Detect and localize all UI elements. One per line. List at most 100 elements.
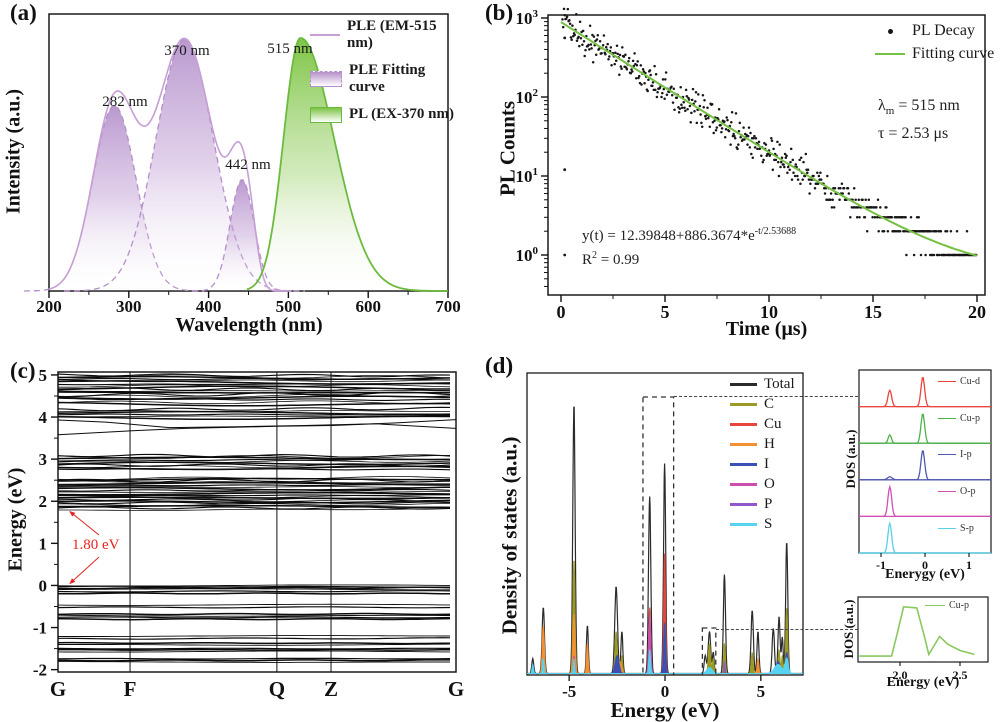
zoom-connector-top bbox=[674, 396, 858, 397]
svg-text:103: 103 bbox=[516, 8, 539, 28]
legend-label-ple: PLE (EM-515 nm) bbox=[347, 18, 437, 51]
svg-text:20: 20 bbox=[968, 302, 986, 322]
ple-fit-swatch bbox=[310, 71, 342, 87]
panel-b-pl-decay: 100 101 102 103 0 5 10 15 20 (b) PL Counts Time … bbox=[460, 0, 1000, 345]
fit-equation-main: y(t) = 12.39848+886.3674*e bbox=[582, 228, 755, 244]
svg-text:G: G bbox=[448, 677, 464, 701]
legend-item-total: Total bbox=[730, 376, 795, 393]
inset-pdos-y-axis-label: DOS (a.u.) bbox=[843, 429, 858, 489]
legend-item-pl: PL (EX-370 nm) bbox=[310, 106, 460, 123]
fit-equation: y(t) = 12.39848+886.3674*e-t/2.53688 bbox=[582, 226, 796, 245]
lambda-annotation: λm = 515 nm bbox=[878, 97, 960, 117]
r-squared-symbol: R bbox=[582, 252, 593, 268]
svg-text:G: G bbox=[50, 677, 66, 701]
panel-c-y-axis-label: Energy (eV) bbox=[4, 467, 27, 572]
legend-item-s: S bbox=[730, 516, 795, 533]
legend-item-h: H bbox=[730, 436, 795, 453]
svg-text:2.0: 2.0 bbox=[893, 668, 908, 682]
svg-text:-1: -1 bbox=[33, 619, 47, 638]
inset-legend-o-p: O-p bbox=[938, 486, 976, 497]
cu-swatch bbox=[730, 423, 757, 426]
total-swatch bbox=[730, 383, 757, 386]
inset-cup-x-axis-label: Energy (eV) bbox=[886, 675, 960, 690]
inset-pdos-x-axis-label: Enerygy (eV) bbox=[885, 567, 965, 582]
panel-b-plot-canvas: 100 101 102 103 0 5 10 15 20 bbox=[516, 7, 986, 322]
p-swatch bbox=[730, 503, 757, 506]
inset-legend-cu-p: Cu-p bbox=[938, 413, 980, 424]
inset-legend-label-o-p: O-p bbox=[960, 486, 976, 497]
inset-cup-y-axis-label: DOS (a.u.) bbox=[841, 599, 856, 659]
panel-a-plot-canvas: 200 300 400 500 600 700 bbox=[23, 13, 461, 316]
svg-text:1: 1 bbox=[39, 534, 48, 553]
peak-label-370nm: 370 nm bbox=[164, 43, 210, 59]
legend-item-ple: PLE (EM-515 nm) bbox=[310, 18, 460, 52]
svg-text:101: 101 bbox=[516, 166, 539, 186]
tau-annotation: τ = 2.53 μs bbox=[878, 125, 949, 142]
svg-text:Q: Q bbox=[269, 677, 285, 701]
inset-legend-s-p: S-p bbox=[938, 523, 974, 534]
cu-p-swatch bbox=[938, 417, 956, 420]
fit-equation-exponent: -t/2.53688 bbox=[754, 226, 797, 237]
panel-a-legend: PLE (EM-515 nm) PLE Fitting curve PL (EX… bbox=[310, 18, 460, 123]
svg-text:700: 700 bbox=[435, 297, 461, 316]
pl-swatch bbox=[310, 106, 342, 123]
svg-text:300: 300 bbox=[116, 297, 142, 316]
panel-a-label: (a) bbox=[10, 0, 37, 25]
h-swatch bbox=[730, 443, 757, 446]
svg-text:1: 1 bbox=[966, 558, 972, 572]
svg-text:15: 15 bbox=[864, 302, 882, 322]
inset-legend-cu-d: Cu-d bbox=[938, 376, 980, 387]
c-swatch bbox=[730, 403, 757, 406]
panel-c-plot-canvas: -2 -1 0 1 2 3 4 5 G F Q Z G bbox=[33, 366, 464, 701]
svg-text:-2: -2 bbox=[33, 661, 47, 680]
i-p-swatch bbox=[938, 453, 956, 456]
lambda-subscript: m bbox=[885, 105, 895, 118]
inset-legend-i-p: I-p bbox=[938, 449, 972, 460]
panel-b-legend: PL Decay Fitting curve bbox=[875, 22, 994, 63]
svg-text:5: 5 bbox=[661, 302, 670, 322]
inset-legend-label-i-p: I-p bbox=[960, 449, 972, 460]
legend-item-p: P bbox=[730, 496, 795, 513]
svg-text:3: 3 bbox=[39, 450, 48, 469]
legend-label-cu: Cu bbox=[764, 416, 782, 432]
r-squared-value: = 0.99 bbox=[597, 252, 640, 268]
cu-p-line-swatch bbox=[925, 604, 945, 607]
o-p-swatch bbox=[938, 490, 956, 493]
svg-text:600: 600 bbox=[355, 297, 381, 316]
svg-text:0: 0 bbox=[557, 302, 566, 322]
panel-b-x-axis-label: Time (μs) bbox=[725, 318, 808, 340]
s-swatch bbox=[730, 523, 757, 526]
svg-text:102: 102 bbox=[516, 87, 539, 107]
i-swatch bbox=[730, 463, 757, 466]
lambda-value: = 515 nm bbox=[894, 97, 960, 114]
panel-a-y-axis-label: Intensity (a.u.) bbox=[2, 89, 25, 215]
legend-label-h: H bbox=[764, 436, 775, 452]
legend-label-fitting-curve: Fitting curve bbox=[912, 45, 995, 62]
panel-b-label: (b) bbox=[485, 0, 514, 25]
legend-label-i: I bbox=[764, 456, 769, 472]
legend-item-fitting-curve: Fitting curve bbox=[875, 45, 994, 63]
svg-text:0: 0 bbox=[39, 576, 48, 595]
panel-b-y-axis-label: PL Counts bbox=[495, 100, 520, 197]
panel-d-x-axis-label: Energy (eV) bbox=[610, 698, 720, 722]
panel-a-x-axis-label: Wavelength (nm) bbox=[175, 314, 323, 336]
lambda-symbol: λ bbox=[878, 97, 886, 114]
legend-label-o: O bbox=[764, 476, 775, 492]
svg-text:4: 4 bbox=[39, 408, 48, 427]
panel-a-ple-pl-spectrum: 200 300 400 500 600 700 (a) Intensity (a.u.) … bbox=[0, 0, 461, 345]
panel-d-inset-cup-canvas: 2.0 2.5 bbox=[857, 596, 989, 682]
legend-label-s: S bbox=[764, 516, 773, 532]
legend-label-c: C bbox=[764, 396, 775, 412]
legend-label-total: Total bbox=[764, 376, 795, 392]
svg-text:500: 500 bbox=[276, 297, 302, 316]
panel-d-legend: Total C Cu H I O P S bbox=[730, 376, 795, 533]
svg-text:-1: -1 bbox=[876, 558, 886, 572]
panel-d-y-axis-label: Density of states (a.u.) bbox=[497, 436, 522, 635]
panel-d-density-of-states: -5 0 5 -1 0 1 2.0 2.5 (d) Density of states (… bbox=[470, 345, 1000, 722]
svg-text:400: 400 bbox=[196, 297, 222, 316]
s-p-swatch bbox=[938, 527, 956, 530]
ple-line-swatch bbox=[310, 34, 340, 36]
legend-label-ple-fit: PLE Fitting curve bbox=[349, 62, 426, 95]
panel-d-label: (d) bbox=[485, 353, 514, 378]
